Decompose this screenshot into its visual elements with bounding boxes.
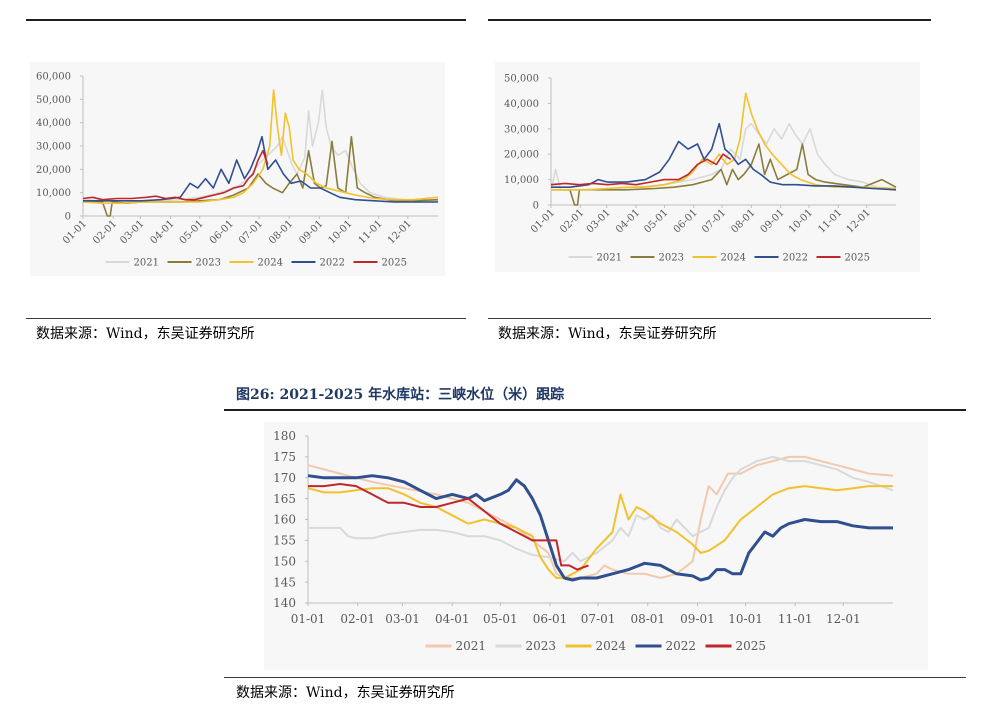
- y-tick-label: 165: [273, 492, 296, 506]
- legend-label-2023: 2023: [659, 253, 684, 264]
- legend-label-2021: 2021: [134, 258, 159, 269]
- y-tick-label: 140: [273, 596, 296, 610]
- top-rule-right: [488, 19, 931, 21]
- x-tick-label: 11-01: [778, 612, 813, 626]
- y-tick-label: 180: [273, 429, 296, 443]
- legend-label-2025: 2025: [736, 639, 767, 653]
- legend-label-2023: 2023: [526, 639, 557, 653]
- x-tick-label: 08-01: [630, 612, 665, 626]
- x-tick-label: 12-01: [826, 612, 861, 626]
- y-tick-label: 50,000: [36, 95, 71, 106]
- x-tick-label: 02-01: [340, 612, 375, 626]
- x-tick-label: 09-01: [680, 612, 715, 626]
- legend-label-2021: 2021: [456, 639, 487, 653]
- figure-title: 图26: 2021-2025 年水库站：三峡水位（米）跟踪: [236, 387, 565, 403]
- legend-label-2024: 2024: [596, 639, 627, 653]
- y-tick-label: 20,000: [504, 150, 539, 161]
- y-tick-label: 50,000: [504, 74, 539, 85]
- series-line-2025: [82, 149, 269, 201]
- bottom-rule-right: [488, 318, 931, 319]
- y-tick-label: 30,000: [504, 124, 539, 135]
- legend-label-2025: 2025: [845, 253, 870, 264]
- series-line-2025: [550, 153, 732, 186]
- y-tick-label: 10,000: [504, 175, 539, 186]
- y-tick-label: 40,000: [36, 118, 71, 129]
- y-tick-label: 155: [273, 534, 296, 548]
- y-tick-label: 0: [533, 201, 539, 212]
- bottom-rule-left: [26, 318, 466, 319]
- legend-label-2022: 2022: [783, 253, 808, 264]
- x-tick-label: 10-01: [728, 612, 763, 626]
- y-tick-label: 175: [273, 450, 296, 464]
- legend-label-2025: 2025: [382, 258, 407, 269]
- legend-label-2022: 2022: [320, 258, 345, 269]
- legend-label-2024: 2024: [258, 258, 283, 269]
- series-line-2024: [82, 89, 439, 204]
- bottom-rule-wide: [224, 677, 966, 678]
- series-line-2022: [83, 135, 438, 203]
- series-line-2023: [308, 455, 894, 563]
- y-tick-label: 10,000: [36, 188, 71, 199]
- series-line-2024: [307, 485, 893, 579]
- plot-background: [264, 422, 928, 670]
- top-rule-left: [26, 19, 466, 21]
- series-line-2021: [307, 455, 894, 579]
- y-tick-label: 0: [65, 212, 71, 223]
- x-tick-label: 05-01: [483, 612, 518, 626]
- series-line-2025: [308, 483, 589, 571]
- source-note-bottom: 数据来源：Wind，东吴证券研究所: [236, 685, 455, 701]
- series-line-2022: [551, 122, 897, 191]
- y-tick-label: 160: [273, 513, 296, 527]
- title-rule: [224, 409, 966, 411]
- x-tick-label: 04-01: [435, 612, 470, 626]
- y-tick-label: 20,000: [36, 165, 71, 176]
- plot-background: [495, 62, 920, 272]
- source-note-left: 数据来源：Wind，东吴证券研究所: [36, 326, 255, 342]
- y-tick-label: 170: [273, 471, 296, 485]
- legend-label-2024: 2024: [721, 253, 746, 264]
- y-tick-label: 30,000: [36, 142, 71, 153]
- x-tick-label: 06-01: [533, 612, 568, 626]
- y-tick-label: 60,000: [36, 72, 71, 83]
- legend-label-2023: 2023: [196, 258, 221, 269]
- y-tick-label: 150: [273, 554, 296, 568]
- source-note-right: 数据来源：Wind，东吴证券研究所: [498, 326, 717, 342]
- legend-label-2022: 2022: [666, 639, 697, 653]
- legend-label-2021: 2021: [597, 253, 622, 264]
- x-tick-label: 07-01: [581, 612, 616, 626]
- y-tick-label: 40,000: [504, 99, 539, 110]
- series-line-2022: [307, 474, 893, 582]
- y-tick-label: 145: [273, 575, 296, 589]
- plot-background: [30, 62, 445, 276]
- x-tick-label: 01-01: [291, 612, 326, 626]
- x-tick-label: 03-01: [385, 612, 420, 626]
